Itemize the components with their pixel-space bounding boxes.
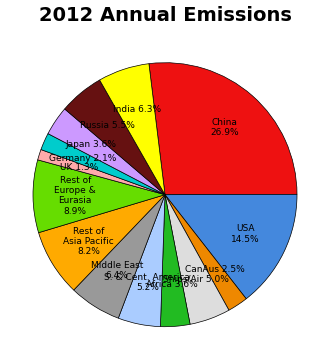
Wedge shape — [33, 160, 165, 233]
Wedge shape — [160, 195, 190, 327]
Wedge shape — [48, 109, 165, 195]
Wedge shape — [165, 195, 246, 310]
Title: 2012 Annual Emissions: 2012 Annual Emissions — [39, 6, 291, 25]
Wedge shape — [41, 133, 165, 195]
Wedge shape — [118, 195, 165, 327]
Text: Japan 3.6%: Japan 3.6% — [65, 140, 116, 149]
Wedge shape — [149, 63, 297, 195]
Wedge shape — [65, 80, 165, 195]
Wedge shape — [165, 195, 229, 324]
Wedge shape — [100, 64, 165, 195]
Text: Russia 5.5%: Russia 5.5% — [81, 121, 135, 130]
Text: UK 1.3%: UK 1.3% — [60, 163, 99, 172]
Wedge shape — [165, 194, 297, 299]
Wedge shape — [38, 149, 165, 195]
Text: USA
14.5%: USA 14.5% — [231, 224, 260, 244]
Text: China
26.9%: China 26.9% — [210, 118, 239, 137]
Text: Germany 2.1%: Germany 2.1% — [49, 154, 116, 163]
Text: Africa 3.6%: Africa 3.6% — [146, 280, 198, 289]
Text: CanAus 2.5%: CanAus 2.5% — [184, 265, 244, 274]
Text: India 6.3%: India 6.3% — [113, 105, 161, 114]
Text: Ships/Air 5.0%: Ships/Air 5.0% — [163, 275, 229, 284]
Wedge shape — [74, 195, 165, 318]
Text: Middle East
6.4%: Middle East 6.4% — [91, 261, 143, 280]
Text: S. & Cent. America
5.2%: S. & Cent. America 5.2% — [104, 273, 190, 292]
Text: Rest of
Asia Pacific
8.2%: Rest of Asia Pacific 8.2% — [63, 227, 114, 256]
Wedge shape — [39, 195, 165, 290]
Text: Rest of
Europe &
Eurasia
8.9%: Rest of Europe & Eurasia 8.9% — [54, 176, 96, 216]
